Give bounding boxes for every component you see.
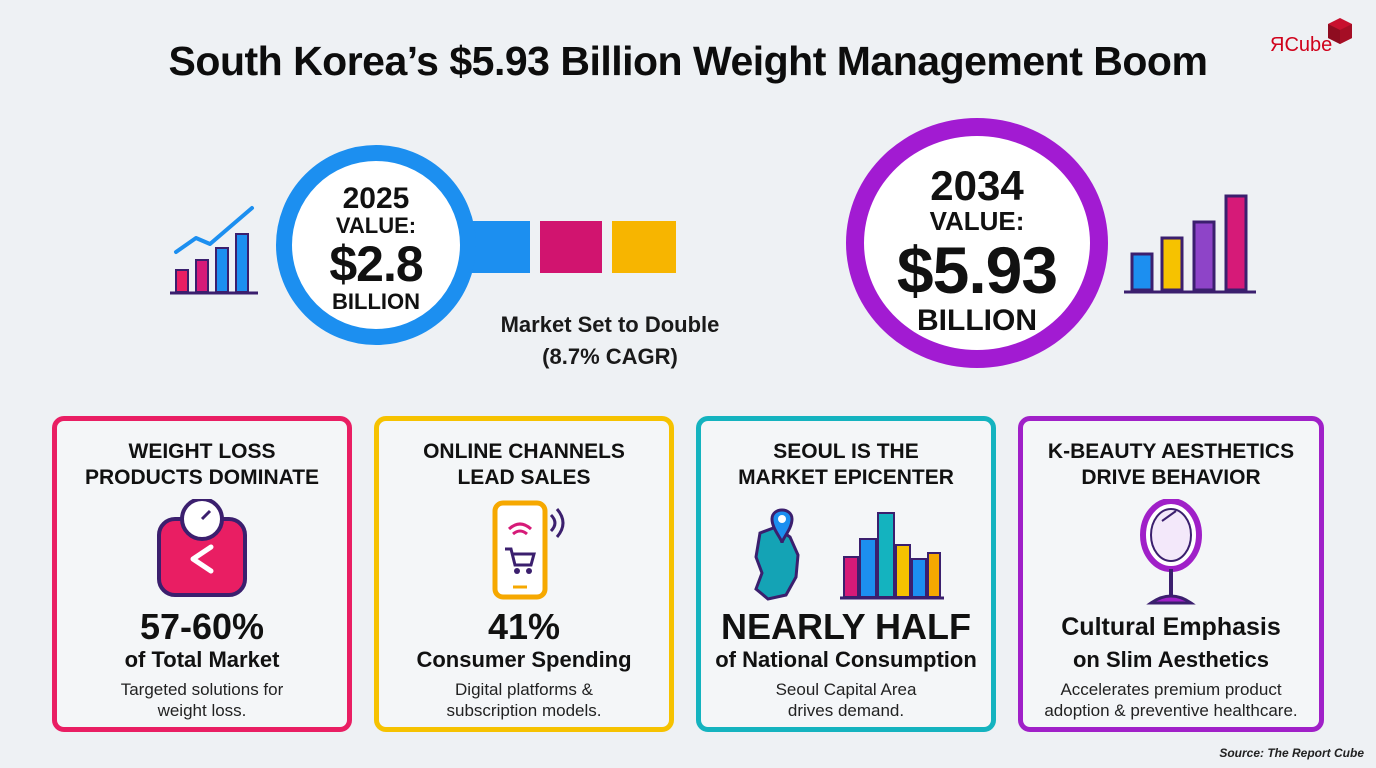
growth-band-magenta	[540, 221, 602, 273]
card-title: ONLINE CHANNELS LEAD SALES	[379, 439, 669, 491]
growth-caption-line1: Market Set to Double	[500, 312, 720, 337]
card-icon-area	[701, 499, 991, 609]
card-description-line1: Seoul Capital Area	[775, 680, 917, 699]
map-city-icon	[754, 508, 944, 601]
cube-icon	[1328, 18, 1352, 44]
card-subtitle: Consumer Spending	[416, 647, 632, 672]
growth-caption-line2: (8.7% CAGR)	[542, 344, 678, 369]
card-description: Targeted solutions for weight loss.	[57, 679, 347, 721]
card-title-line1: SEOUL IS THE	[773, 440, 919, 463]
card-weight-loss: WEIGHT LOSS PRODUCTS DOMINATE 57-60% of …	[52, 416, 352, 732]
report-cube-logo: ЯCube	[1270, 18, 1356, 72]
card-subtitle: of National Consumption	[715, 647, 977, 672]
card-stat: 41%	[487, 606, 561, 647]
value-2034-amount: $5.93	[896, 233, 1058, 307]
card-description-line1: Targeted solutions for	[120, 680, 284, 699]
growth-band-yellow	[612, 221, 676, 273]
card-subtitle: of Total Market	[124, 647, 280, 672]
card-stat: Cultural Emphasis	[1061, 613, 1281, 641]
source-note: Source: The Report Cube	[1219, 746, 1364, 760]
card-title-line1: ONLINE CHANNELS	[423, 440, 625, 463]
mirror-icon	[1140, 499, 1202, 605]
card-kbeauty: K-BEAUTY AESTHETICS DRIVE BEHAVIOR Cultu…	[1018, 416, 1324, 732]
card-online-channels: ONLINE CHANNELS LEAD SALES 41% Consumer …	[374, 416, 674, 732]
value-2034-year: 2034	[930, 162, 1024, 209]
card-title-line1: K-BEAUTY AESTHETICS	[1047, 440, 1295, 463]
scale-icon	[157, 499, 247, 597]
card-description-line1: Digital platforms &	[455, 680, 593, 699]
card-description: Digital platforms & subscription models.	[379, 679, 669, 721]
card-title-line2: DRIVE BEHAVIOR	[1081, 466, 1261, 489]
card-description-line1: Accelerates premium product	[1060, 680, 1282, 699]
rising-bar-chart-icon	[170, 206, 258, 295]
card-description: Seoul Capital Area drives demand.	[701, 679, 991, 721]
card-description-line2: adoption & preventive healthcare.	[1044, 701, 1298, 720]
card-stat: 57-60%	[139, 606, 265, 647]
value-2025-label: VALUE:	[335, 213, 417, 238]
card-title: K-BEAUTY AESTHETICS DRIVE BEHAVIOR	[1023, 439, 1319, 491]
card-title-line2: MARKET EPICENTER	[738, 466, 954, 489]
card-description: Accelerates premium product adoption & p…	[1023, 679, 1319, 721]
card-title-line1: WEIGHT LOSS	[128, 440, 276, 463]
smartphone-cart-icon	[492, 500, 565, 600]
card-subtitle: on Slim Aesthetics	[1072, 647, 1269, 672]
value-2034-label: VALUE:	[929, 206, 1025, 236]
value-2034-circle: 2034 VALUE: $5.93 BILLION	[846, 118, 1108, 368]
card-icon-area	[1023, 499, 1319, 609]
growth-caption: Market Set to Double (8.7% CAGR)	[440, 309, 780, 373]
card-description-line2: weight loss.	[157, 701, 247, 720]
page-title: South Korea’s $5.93 Billion Weight Manag…	[168, 38, 1208, 84]
card-title-line2: LEAD SALES	[457, 466, 591, 489]
value-2025-unit: BILLION	[332, 289, 420, 314]
card-title: SEOUL IS THE MARKET EPICENTER	[701, 439, 991, 491]
value-2025-amount: $2.8	[329, 236, 423, 292]
card-icon-area	[57, 499, 347, 609]
card-title-line2: PRODUCTS DOMINATE	[84, 466, 320, 489]
logo-text: ЯCube	[1270, 34, 1333, 56]
card-title: WEIGHT LOSS PRODUCTS DOMINATE	[57, 439, 347, 491]
bar-chart-icon	[1124, 194, 1256, 294]
card-description-line2: drives demand.	[787, 701, 905, 720]
card-description-line2: subscription models.	[446, 701, 602, 720]
card-stat: NEARLY HALF	[720, 606, 972, 647]
value-2025-year: 2025	[342, 182, 410, 215]
card-icon-area	[379, 499, 669, 609]
value-2034-unit: BILLION	[917, 304, 1037, 337]
card-seoul-epicenter: SEOUL IS THE MARKET EPICENTER NEARLY HAL…	[696, 416, 996, 732]
